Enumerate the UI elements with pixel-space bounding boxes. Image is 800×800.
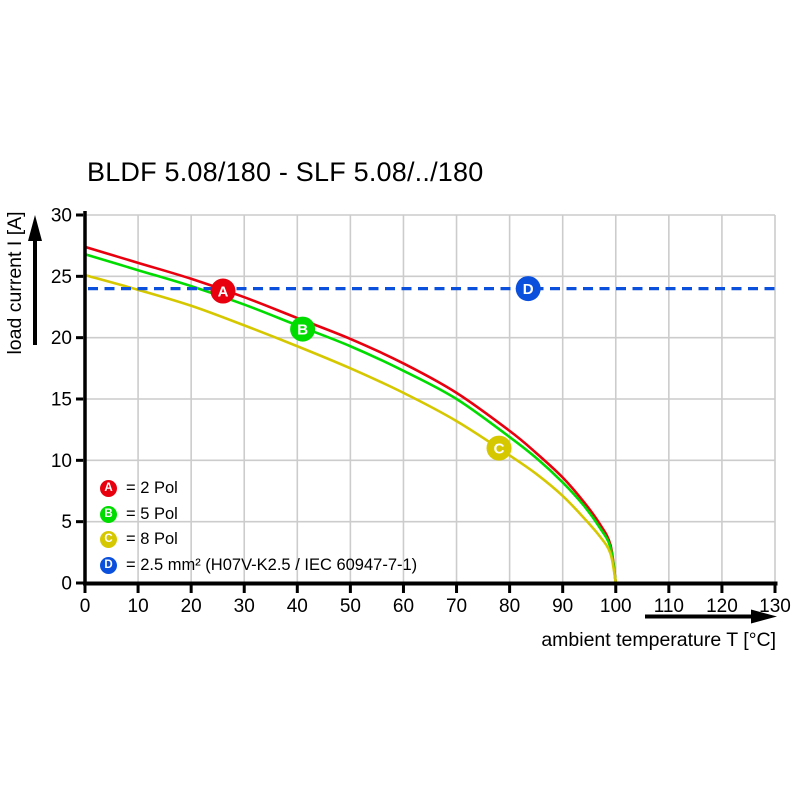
- y-tick-label-0: 0: [61, 574, 72, 595]
- curve-5-pol: [83, 252, 618, 585]
- axes: [76, 211, 778, 593]
- x-tick-label-80: 80: [499, 596, 520, 617]
- y-tick-label-10: 10: [51, 451, 72, 472]
- x-tick-label-50: 50: [340, 596, 361, 617]
- x-tick-label-130: 130: [759, 596, 791, 617]
- x-tick-label-60: 60: [393, 596, 414, 617]
- marker-letter-C: C: [494, 440, 505, 457]
- marker-C: [486, 435, 512, 461]
- x-tick-label-20: 20: [181, 596, 202, 617]
- chart-legend: A = 2 Pol B = 5 Pol C = 8 Pol D = 2.5 mm² (H07V…: [100, 476, 417, 578]
- x-tick-label-30: 30: [234, 596, 255, 617]
- x-tick-label-10: 10: [128, 596, 149, 617]
- legend-label-B: = 5 Pol: [126, 504, 178, 523]
- legend-item-D: D = 2.5 mm² (H07V-K2.5 / IEC 60947-7-1): [100, 553, 417, 579]
- y-tick-label-30: 30: [51, 206, 72, 227]
- x-axis-arrow-icon: [645, 609, 777, 624]
- y-axis-arrow-icon: [28, 215, 42, 345]
- x-tick-label-120: 120: [706, 596, 738, 617]
- legend-item-C: C = 8 Pol: [100, 527, 417, 553]
- curve-2-pol: [83, 245, 618, 585]
- legend-item-B: B = 5 Pol: [100, 502, 417, 528]
- marker-letter-B: B: [297, 321, 308, 338]
- marker-letter-A: A: [218, 283, 229, 300]
- legend-label-D: = 2.5 mm² (H07V-K2.5 / IEC 60947-7-1): [126, 555, 418, 574]
- x-tick-label-0: 0: [80, 596, 91, 617]
- marker-A: [210, 278, 236, 304]
- y-tick-label-25: 25: [51, 267, 72, 288]
- x-tick-label-90: 90: [552, 596, 573, 617]
- marker-letter-D: D: [523, 281, 534, 298]
- legend-label-A: = 2 Pol: [126, 479, 178, 498]
- legend-dot-B: B: [100, 505, 117, 523]
- marker-B: [290, 316, 316, 342]
- legend-label-C: = 8 Pol: [126, 530, 178, 549]
- legend-dot-C: C: [100, 531, 117, 549]
- curve-markers: A B C D: [210, 276, 541, 461]
- data-curves: [83, 245, 775, 585]
- x-tick-label-40: 40: [287, 596, 308, 617]
- y-tick-label-5: 5: [61, 512, 72, 533]
- grid-lines: [85, 214, 776, 583]
- tick-labels: 0 5 10 15 20 25 30 0 10 20 30 40 50 60 70 80 90 100 110 120…: [51, 206, 791, 618]
- x-tick-label-110: 110: [654, 596, 684, 617]
- x-tick-label-70: 70: [446, 596, 467, 617]
- y-tick-label-20: 20: [51, 328, 72, 349]
- legend-item-A: A = 2 Pol: [100, 476, 417, 502]
- y-axis-label: load current I [A]: [4, 211, 26, 354]
- curve-8-pol: [83, 273, 618, 585]
- chart-title: BLDF 5.08/180 - SLF 5.08/../180: [87, 157, 484, 187]
- legend-dot-D: D: [100, 556, 117, 574]
- legend-dot-A: A: [100, 480, 117, 498]
- x-tick-label-100: 100: [600, 596, 632, 617]
- x-axis-label: ambient temperature T [°C]: [541, 629, 776, 651]
- marker-D: [515, 276, 541, 302]
- y-tick-label-15: 15: [51, 390, 72, 411]
